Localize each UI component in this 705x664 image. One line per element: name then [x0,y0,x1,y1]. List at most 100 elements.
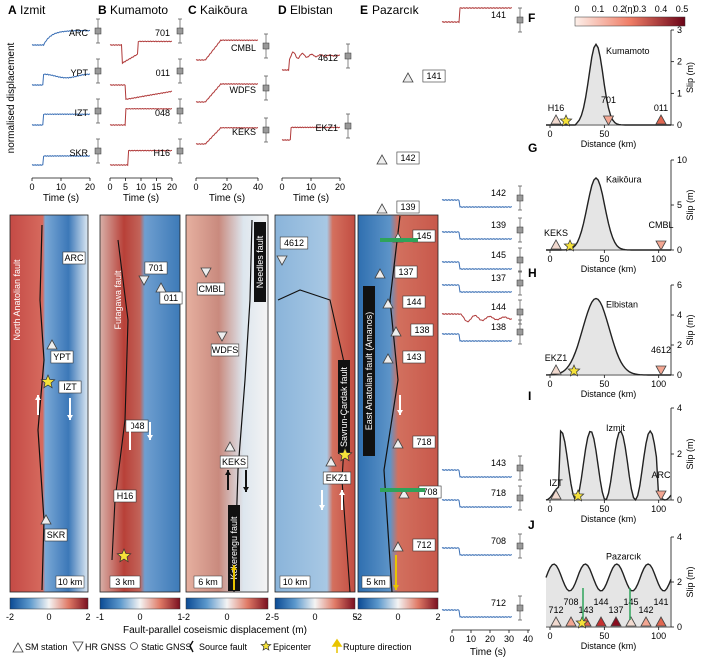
trace-A-IZT [31,113,91,126]
xticklabel-A-0: 0 [29,182,34,192]
slip-yticklabel-J-2: 4 [677,532,682,542]
xlabel-A: Time (s) [43,193,79,204]
station-marker-C-KEKS [224,441,236,452]
colorbar-e [357,597,439,610]
slip-fill-J [546,564,671,627]
trace-label-E-145: 145 [491,250,506,260]
slip-station-H-4612 [655,365,667,376]
map-station-D-EKZ1: EKZ1 [326,473,349,483]
slip-xticklabel-I-1: 50 [599,504,609,514]
slip-station-J-142 [640,616,652,627]
legend-label-0: SM station [25,642,68,652]
map-station-A-SKR: SKR [47,530,66,540]
panel-letter-C: C [188,3,197,17]
station-marker-E-708 [398,488,410,499]
station-label-A-SKR: SKR [69,148,88,158]
slip-station-label-G-KEKS: KEKS [544,228,568,238]
station-label-B-701: 701 [155,28,170,38]
slip-epicenter-I [571,489,585,502]
legend-sm-symbol [12,642,24,653]
xticklabel-E-4: 40 [523,634,533,644]
map-station-A-ARC: ARC [64,253,84,263]
epicenter-D [337,447,353,462]
map-station-B-011: 011 [164,293,178,303]
station-marker-E-137 [374,268,386,279]
panel-letter-B: B [98,3,107,17]
trace-C-WDFS [195,83,259,103]
colorbar-tick-c-2: 2 [265,612,270,622]
map-station-B-701: 701 [148,263,163,273]
colorbar-label: Fault-parallel coseismic displacement (m… [123,625,307,636]
station-label-C-KEKS: KEKS [232,127,256,137]
xticklabel-D-2: 20 [335,182,345,192]
xticklabel-B-0: 0 [107,182,112,192]
slip-station-label-J-712: 712 [548,605,563,615]
station-marker-E-142 [376,154,388,165]
slip-yticklabel-J-0: 0 [677,622,682,632]
slip-xticklabel-H-0: 0 [547,379,552,389]
xticklabel-E-3: 30 [504,634,514,644]
scalebar-C: 6 km [198,577,218,587]
xlabel-C: Time (s) [209,193,245,204]
map-station-C-WDFS-box [210,343,240,357]
map-station-E-142-box [396,151,420,165]
rupture-arrow-B1-head [127,422,133,427]
slip-station-label-I-IZT: IZT [549,478,563,488]
slip-station-label-J-141: 141 [653,597,668,607]
slip-yticklabel-F-1: 1 [677,88,682,98]
scalebar-B: 3 km [115,577,135,587]
slip-xticklabel-G-0: 0 [547,254,552,264]
errbar-B-011-square [176,67,184,75]
colorbar-tick-e-0: -2 [354,612,362,622]
map-station-E-718: 718 [416,437,431,447]
legend-rupture-symbol [331,638,343,653]
trace-E-137 [441,284,513,293]
colorbar-tick-b-2: 1 [177,612,182,622]
map-station-E-141: 141 [426,71,441,81]
trace-A-YPT [31,73,91,86]
fault-label-D-box [338,360,350,454]
slip-curve-F [546,42,671,126]
slip-ylabel-J: Slip (m) [685,566,695,597]
errbar-B-H16-square [176,147,184,155]
colorbar-tick-a-2: 2 [85,612,90,622]
source-fault-E [383,215,401,593]
trace-E-708 [441,547,513,556]
colorbar-tick-a-1: 0 [46,612,51,622]
errbar-E-137-square [516,279,524,287]
slip-yticklabel-J-1: 2 [677,577,682,587]
slip-station-J-708 [565,616,577,627]
trace-E-718 [441,499,513,508]
trace-B-H16 [109,149,173,167]
slip-station-H-EKZ1 [550,364,562,375]
fault-label-C2: Kekerengu fault [229,516,239,580]
trace-B-011 [109,84,173,101]
panel-title-E: Pazarcık [372,3,420,17]
slip-xticklabel-I-2: 100 [651,504,666,514]
trace-E-142 [441,199,513,208]
slip-station-label-G-CMBL: CMBL [648,220,673,230]
xticklabel-B-4: 20 [167,182,177,192]
slip-panel-letter-F: F [528,11,535,25]
rupture-arrow-B2-head [147,435,153,440]
trace-label-E-718: 718 [491,488,506,498]
map-station-C-KEKS: KEKS [222,457,246,467]
xticklabel-E-0: 0 [449,634,454,644]
slip-yticklabel-F-2: 2 [677,57,682,67]
slip-fill-H [546,298,671,375]
slip-yticklabel-H-2: 4 [677,310,682,320]
slip-xticklabel-H-2: 100 [651,379,666,389]
station-marker-E-712 [392,541,404,552]
map-station-C-KEKS-box [219,455,249,469]
slip-station-J-141 [655,616,667,627]
source-fault-A [37,224,45,591]
slip-station-F-011 [655,114,667,125]
slip-name-G: Kaikōura [606,175,642,185]
map-station-D-4612-box [279,236,309,250]
slip-station-I-ARC [655,490,667,501]
slip-xticklabel-J-1: 50 [599,631,609,641]
trace-label-E-708: 708 [491,536,506,546]
station-marker-E-139 [376,203,388,214]
scalebar-E-box [361,575,391,589]
station-marker-B-011 [155,282,167,293]
